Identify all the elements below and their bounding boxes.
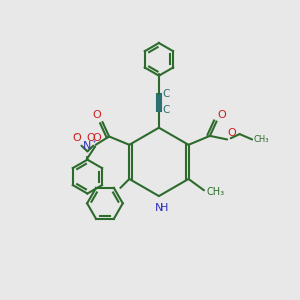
Text: C: C (163, 106, 170, 116)
Text: O: O (86, 133, 95, 143)
Text: O: O (73, 133, 81, 143)
Text: ⁺: ⁺ (91, 139, 95, 148)
Text: O: O (227, 128, 236, 138)
Text: ⁻: ⁻ (74, 131, 78, 140)
Text: CH₃: CH₃ (254, 135, 269, 144)
Text: O: O (218, 110, 226, 120)
Text: H: H (160, 202, 169, 213)
Text: O: O (92, 133, 101, 143)
Text: N: N (83, 141, 92, 151)
Text: C: C (163, 89, 170, 99)
Text: CH₃: CH₃ (206, 187, 224, 197)
Text: O: O (92, 110, 101, 120)
Text: N: N (155, 202, 163, 213)
